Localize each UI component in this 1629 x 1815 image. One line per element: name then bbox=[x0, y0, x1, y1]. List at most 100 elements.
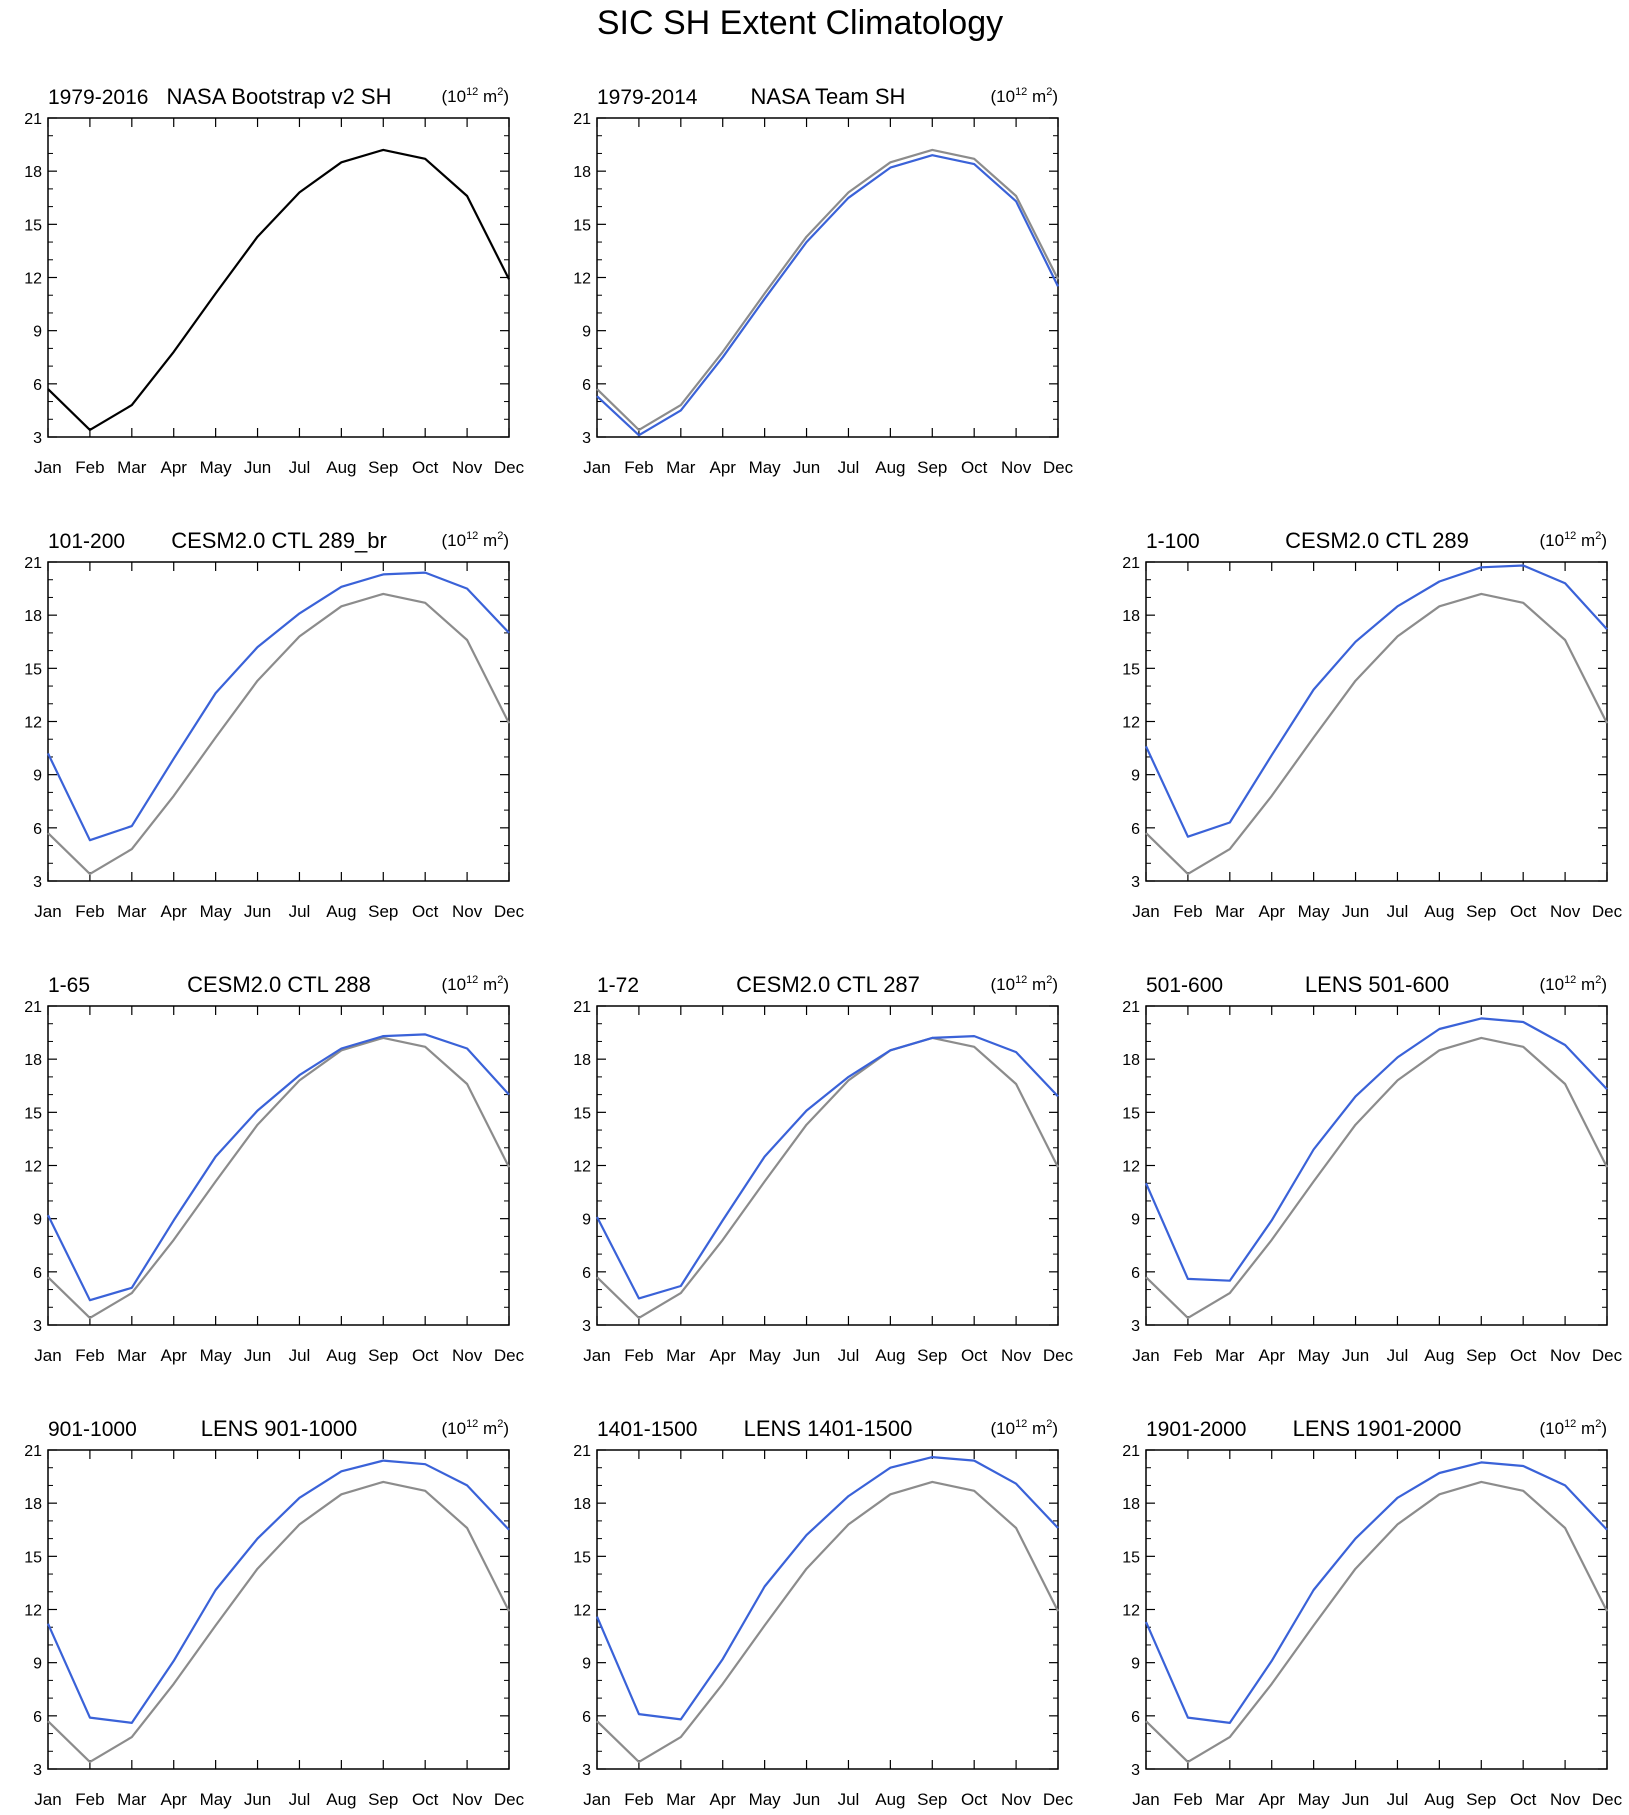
y-tick-label: 21 bbox=[1122, 1443, 1140, 1460]
panel-title: CESM2.0 CTL 289 bbox=[1285, 528, 1469, 553]
x-tick-label: Jun bbox=[793, 1346, 820, 1365]
x-tick-label: Feb bbox=[1173, 1790, 1202, 1809]
x-tick-label: Sep bbox=[1466, 1346, 1496, 1365]
y-tick-label: 18 bbox=[1122, 608, 1140, 625]
series-line bbox=[47, 1033, 510, 1302]
x-tick-label: Oct bbox=[412, 902, 439, 921]
panel-period-label: 501-600 bbox=[1146, 974, 1223, 997]
units-exponent: 2 bbox=[497, 1418, 503, 1430]
units-label: (1012 m2) bbox=[1539, 1418, 1607, 1438]
x-tick-label: Mar bbox=[117, 458, 147, 477]
x-tick-label: Jun bbox=[244, 1790, 271, 1809]
x-tick-label: Apr bbox=[709, 1346, 736, 1365]
x-tick-label: Feb bbox=[1173, 1346, 1202, 1365]
x-tick-label: Jan bbox=[583, 1346, 610, 1365]
reference-series-line bbox=[1145, 592, 1608, 876]
units-label: (1012 m2) bbox=[441, 86, 509, 106]
x-tick-label: Oct bbox=[412, 1346, 439, 1365]
x-tick-label: Apr bbox=[160, 458, 187, 477]
y-tick-label: 15 bbox=[24, 661, 42, 678]
y-tick-label: 12 bbox=[573, 271, 591, 288]
x-tick-label: Jul bbox=[1387, 902, 1409, 921]
units-exponent: 12 bbox=[466, 86, 478, 98]
units-part: m bbox=[478, 531, 497, 550]
y-tick-label: 6 bbox=[582, 1265, 591, 1282]
y-tick-label: 15 bbox=[24, 217, 42, 234]
x-tick-label: Jan bbox=[34, 1346, 61, 1365]
y-tick-label: 9 bbox=[33, 1656, 42, 1673]
units-part: m bbox=[1576, 531, 1595, 550]
x-tick-label: Mar bbox=[117, 1790, 147, 1809]
y-tick-label: 18 bbox=[24, 1052, 42, 1069]
y-tick-label: 15 bbox=[1122, 1105, 1140, 1122]
units-exponent: 2 bbox=[1595, 530, 1601, 542]
x-tick-label: Dec bbox=[1043, 1790, 1074, 1809]
x-tick-label: Dec bbox=[1043, 458, 1074, 477]
chart-panel: 3 6 9 12 15 18 21 Jan Feb Mar Apr May Jun Jul Aug Sep Oc… bbox=[1122, 972, 1622, 1365]
panel-title: CESM2.0 CTL 287 bbox=[736, 972, 920, 997]
x-tick-label: Oct bbox=[1510, 902, 1537, 921]
x-tick-label: Jun bbox=[1342, 902, 1369, 921]
y-tick-label: 9 bbox=[582, 1212, 591, 1229]
x-tick-label: Jun bbox=[244, 458, 271, 477]
y-tick-label: 6 bbox=[33, 821, 42, 838]
panel-title: NASA Bootstrap v2 SH bbox=[167, 84, 392, 109]
panel-title: LENS 1901-2000 bbox=[1293, 1416, 1462, 1441]
x-tick-label: Sep bbox=[1466, 1790, 1496, 1809]
x-tick-label: Jun bbox=[244, 902, 271, 921]
x-tick-label: Feb bbox=[624, 458, 653, 477]
units-exponent: 2 bbox=[497, 530, 503, 542]
x-tick-label: Sep bbox=[368, 1346, 398, 1365]
units-part: ( bbox=[441, 975, 447, 994]
y-tick-label: 3 bbox=[33, 874, 42, 891]
x-tick-label: Nov bbox=[1001, 458, 1032, 477]
units-part: ) bbox=[503, 87, 509, 106]
plot-frame bbox=[1145, 561, 1608, 882]
x-tick-label: Jul bbox=[838, 1346, 860, 1365]
units-part: ( bbox=[441, 87, 447, 106]
units-exponent: 12 bbox=[1564, 1418, 1576, 1430]
units-exponent: 12 bbox=[466, 974, 478, 986]
units-part: ) bbox=[1052, 1419, 1058, 1438]
y-tick-label: 12 bbox=[24, 1159, 42, 1176]
chart-panel: 3 6 9 12 15 18 21 Jan Feb Mar Apr May Jun Jul Aug Sep Oc… bbox=[1122, 1416, 1622, 1809]
x-tick-label: Aug bbox=[326, 1346, 356, 1365]
panel-period-label: 901-1000 bbox=[48, 1418, 137, 1441]
units-label: (1012 m2) bbox=[990, 1418, 1058, 1438]
units-exponent: 2 bbox=[1046, 1418, 1052, 1430]
x-tick-label: Jul bbox=[1387, 1346, 1409, 1365]
units-exponent: 12 bbox=[1564, 530, 1576, 542]
x-tick-label: Oct bbox=[412, 458, 439, 477]
x-tick-label: Dec bbox=[1592, 902, 1623, 921]
x-tick-label: Apr bbox=[709, 458, 736, 477]
x-tick-label: Aug bbox=[875, 1346, 905, 1365]
series-line bbox=[1145, 564, 1608, 838]
plot-frame bbox=[47, 561, 510, 882]
y-tick-label: 21 bbox=[573, 999, 591, 1016]
y-tick-label: 21 bbox=[24, 1443, 42, 1460]
x-tick-label: May bbox=[1298, 1346, 1331, 1365]
x-tick-label: Jul bbox=[1387, 1790, 1409, 1809]
panel-title: LENS 1401-1500 bbox=[744, 1416, 913, 1441]
x-tick-label: Feb bbox=[624, 1790, 653, 1809]
x-tick-label: Aug bbox=[326, 458, 356, 477]
x-tick-label: Jun bbox=[244, 1346, 271, 1365]
y-tick-label: 21 bbox=[573, 111, 591, 128]
x-tick-label: Apr bbox=[160, 1346, 187, 1365]
series-line bbox=[595, 1455, 1059, 1721]
reference-series-line bbox=[1145, 1036, 1608, 1320]
x-tick-label: Oct bbox=[1510, 1346, 1537, 1365]
x-tick-label: Nov bbox=[452, 1346, 483, 1365]
units-part: 10 bbox=[1545, 1419, 1564, 1438]
y-tick-label: 12 bbox=[573, 1603, 591, 1620]
x-tick-label: Jul bbox=[838, 1790, 860, 1809]
x-tick-label: Dec bbox=[494, 1346, 525, 1365]
panel-period-label: 1901-2000 bbox=[1146, 1418, 1246, 1441]
units-part: ) bbox=[503, 975, 509, 994]
x-tick-label: Oct bbox=[412, 1790, 439, 1809]
x-tick-label: Mar bbox=[117, 1346, 147, 1365]
x-tick-label: Sep bbox=[368, 902, 398, 921]
units-part: 10 bbox=[447, 975, 466, 994]
x-tick-label: Jan bbox=[1132, 1790, 1159, 1809]
units-exponent: 12 bbox=[1015, 86, 1027, 98]
